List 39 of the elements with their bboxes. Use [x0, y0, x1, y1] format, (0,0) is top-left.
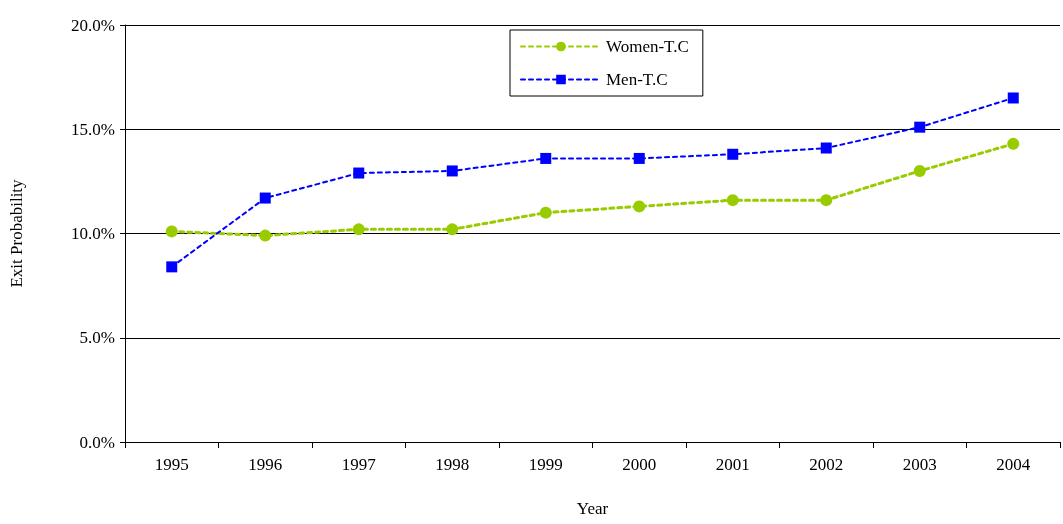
point	[1007, 137, 1020, 150]
point	[820, 142, 832, 154]
x-tick-label: 1999	[528, 455, 563, 474]
x-tick-label: 2001	[715, 455, 750, 474]
legend-label: Men-T.C	[606, 70, 668, 89]
x-tick-label: 2004	[996, 455, 1031, 474]
x-tick-label: 1995	[154, 455, 189, 474]
x-tick-label: 2002	[809, 455, 844, 474]
point	[1007, 92, 1019, 104]
point	[540, 152, 552, 164]
point	[446, 165, 458, 177]
point	[633, 152, 645, 164]
y-axis-title: Exit Probability	[7, 178, 26, 288]
y-tick-label: 0.0%	[79, 432, 115, 452]
point	[539, 206, 552, 219]
point	[259, 192, 271, 204]
y-tick-label: 20.0%	[71, 15, 115, 35]
point	[633, 200, 646, 213]
x-tick-label: 1997	[341, 455, 377, 474]
point	[352, 223, 365, 236]
x-tick-label: 1996	[248, 455, 283, 474]
point	[446, 223, 459, 236]
x-tick-label: 2003	[902, 455, 937, 474]
point	[913, 164, 926, 177]
point	[259, 229, 272, 242]
point	[165, 225, 178, 238]
point	[166, 261, 178, 273]
point	[726, 194, 739, 207]
y-tick-label: 5.0%	[79, 328, 115, 348]
x-tick-label: 1998	[435, 455, 470, 474]
legend-label: Women-T.C	[606, 37, 689, 56]
point	[353, 167, 365, 179]
x-tick-label: 2000	[622, 455, 657, 474]
y-tick-label: 15.0%	[71, 119, 115, 139]
x-axis-title: Year	[576, 499, 609, 518]
point	[820, 194, 833, 207]
point	[914, 121, 926, 133]
point	[727, 148, 739, 160]
y-tick-label: 10.0%	[71, 224, 115, 243]
